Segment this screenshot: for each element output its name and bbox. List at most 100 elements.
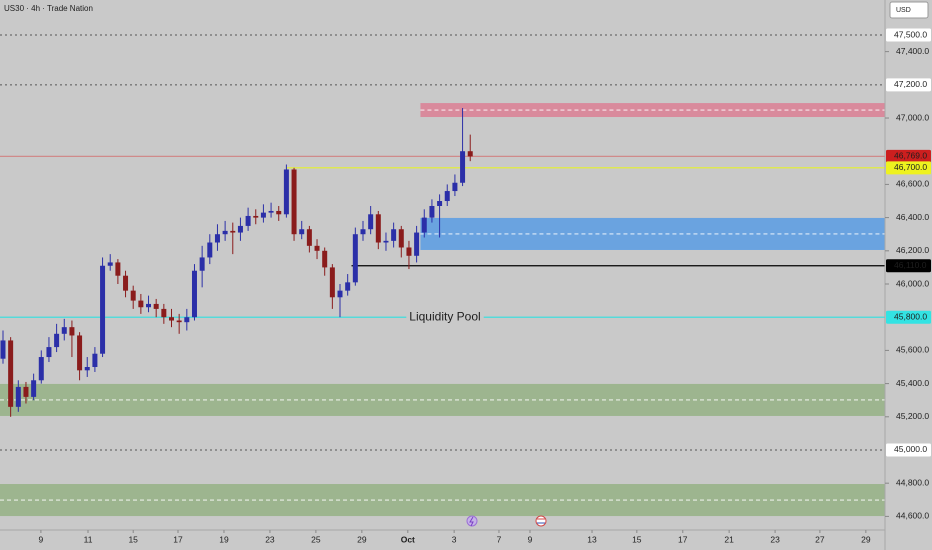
price-label-bg <box>886 28 931 42</box>
price-label: 46,700.0 <box>894 162 927 172</box>
y-tick-label: 45,600.0 <box>896 345 929 355</box>
event-icon[interactable] <box>535 515 547 527</box>
candle-body <box>368 214 374 230</box>
candle-body <box>329 267 335 298</box>
y-tick-label: 47,000.0 <box>896 112 929 122</box>
x-tick-label: 23 <box>770 534 780 544</box>
candle-body <box>253 215 259 218</box>
candle-body <box>123 275 129 291</box>
candle-body <box>176 320 182 323</box>
candle-body <box>69 327 75 336</box>
candle-body <box>467 151 473 157</box>
x-tick-label: 15 <box>128 534 138 544</box>
candle-body <box>352 234 358 283</box>
candle-body <box>276 210 282 215</box>
x-tick-label: 11 <box>84 534 93 544</box>
y-tick-label: 44,600.0 <box>896 511 929 521</box>
price-axis <box>885 0 932 550</box>
axis-labels: 47,400.0 47,000.0 46,600.0 46,400.0 46,200.0… <box>39 28 931 544</box>
price-label: 45,800.0 <box>894 311 927 321</box>
price-label-bg <box>886 443 931 457</box>
candle-body <box>138 300 144 308</box>
y-tick-label: 44,800.0 <box>896 477 929 487</box>
candle-body <box>191 270 197 318</box>
chart-title: US30 · 4h · Trade Nation <box>4 4 93 13</box>
x-tick-label: 9 <box>39 534 44 544</box>
x-tick-label: 21 <box>724 534 734 544</box>
price-label: 47,200.0 <box>894 79 927 89</box>
x-tick-label: 17 <box>678 534 688 544</box>
x-tick-label: 7 <box>497 534 502 544</box>
candle-body <box>207 242 213 258</box>
candle-body <box>444 191 450 202</box>
x-tick-label: 13 <box>587 534 597 544</box>
candle-body <box>383 240 389 243</box>
candle-body <box>46 347 52 358</box>
x-tick-label: 29 <box>861 534 871 544</box>
x-tick-label: 15 <box>632 534 642 544</box>
candle-body <box>437 201 443 206</box>
price-label: 45,000.0 <box>894 444 927 454</box>
candle-body <box>169 317 175 321</box>
x-tick-label: 27 <box>815 534 825 544</box>
candle-body <box>92 353 98 367</box>
x-tick-label: Oct <box>401 534 415 544</box>
candle-body <box>61 327 67 334</box>
candle-body <box>130 290 136 301</box>
candle-body <box>15 386 21 407</box>
candle-body <box>23 386 29 397</box>
candle-body <box>230 230 236 233</box>
y-tick-label: 46,000.0 <box>896 278 929 288</box>
x-tick-label: 9 <box>528 534 533 544</box>
annotation-bg <box>406 309 484 324</box>
candle-body <box>337 290 343 298</box>
x-tick-label: 3 <box>452 534 457 544</box>
currency[interactable]: USD <box>896 7 911 14</box>
x-tick-label: 23 <box>265 534 275 544</box>
candle-body <box>161 308 167 318</box>
y-tick-label: 46,200.0 <box>896 245 929 255</box>
event-icon[interactable] <box>466 515 478 527</box>
candle-body <box>184 317 190 323</box>
candle-body <box>38 357 44 381</box>
x-tick-label: 25 <box>311 534 321 544</box>
candle-body <box>299 229 305 235</box>
candle-body <box>54 333 60 348</box>
x-tick-label: 29 <box>357 534 367 544</box>
candle-body <box>8 340 14 407</box>
y-tick-label: 46,600.0 <box>896 179 929 189</box>
candle-body <box>107 262 113 266</box>
y-tick-label: 47,400.0 <box>896 46 929 56</box>
candle-body <box>322 250 328 268</box>
candle-body <box>199 257 205 271</box>
candle-body <box>306 229 312 246</box>
candle-body <box>222 230 228 235</box>
candle-body <box>0 340 6 359</box>
candle-body <box>406 247 412 256</box>
candle-body <box>100 265 106 354</box>
price-label: 46,769.0 <box>894 151 927 161</box>
y-tick-label: 46,400.0 <box>896 212 929 222</box>
candle-body <box>245 215 251 226</box>
candle-body <box>291 169 297 235</box>
currency-box[interactable] <box>889 1 929 19</box>
price-label-bg <box>886 161 931 175</box>
candle-body <box>283 169 289 215</box>
candle-body <box>31 380 37 397</box>
price-label-bg <box>886 259 931 273</box>
price-label-bg <box>886 310 931 324</box>
event-icon-glyph <box>469 516 474 527</box>
candle-body <box>268 210 274 213</box>
x-tick-label: 17 <box>173 534 183 544</box>
candle-body <box>375 214 381 243</box>
candle-body <box>115 262 121 276</box>
candle-body <box>360 229 366 235</box>
y-tick-label: 45,200.0 <box>896 411 929 421</box>
candle-body <box>460 151 466 183</box>
y-tick-label: 45,400.0 <box>896 378 929 388</box>
plot-area: Liquidity Pool <box>0 34 885 517</box>
candle-body <box>414 232 420 256</box>
candle-body <box>398 229 404 248</box>
